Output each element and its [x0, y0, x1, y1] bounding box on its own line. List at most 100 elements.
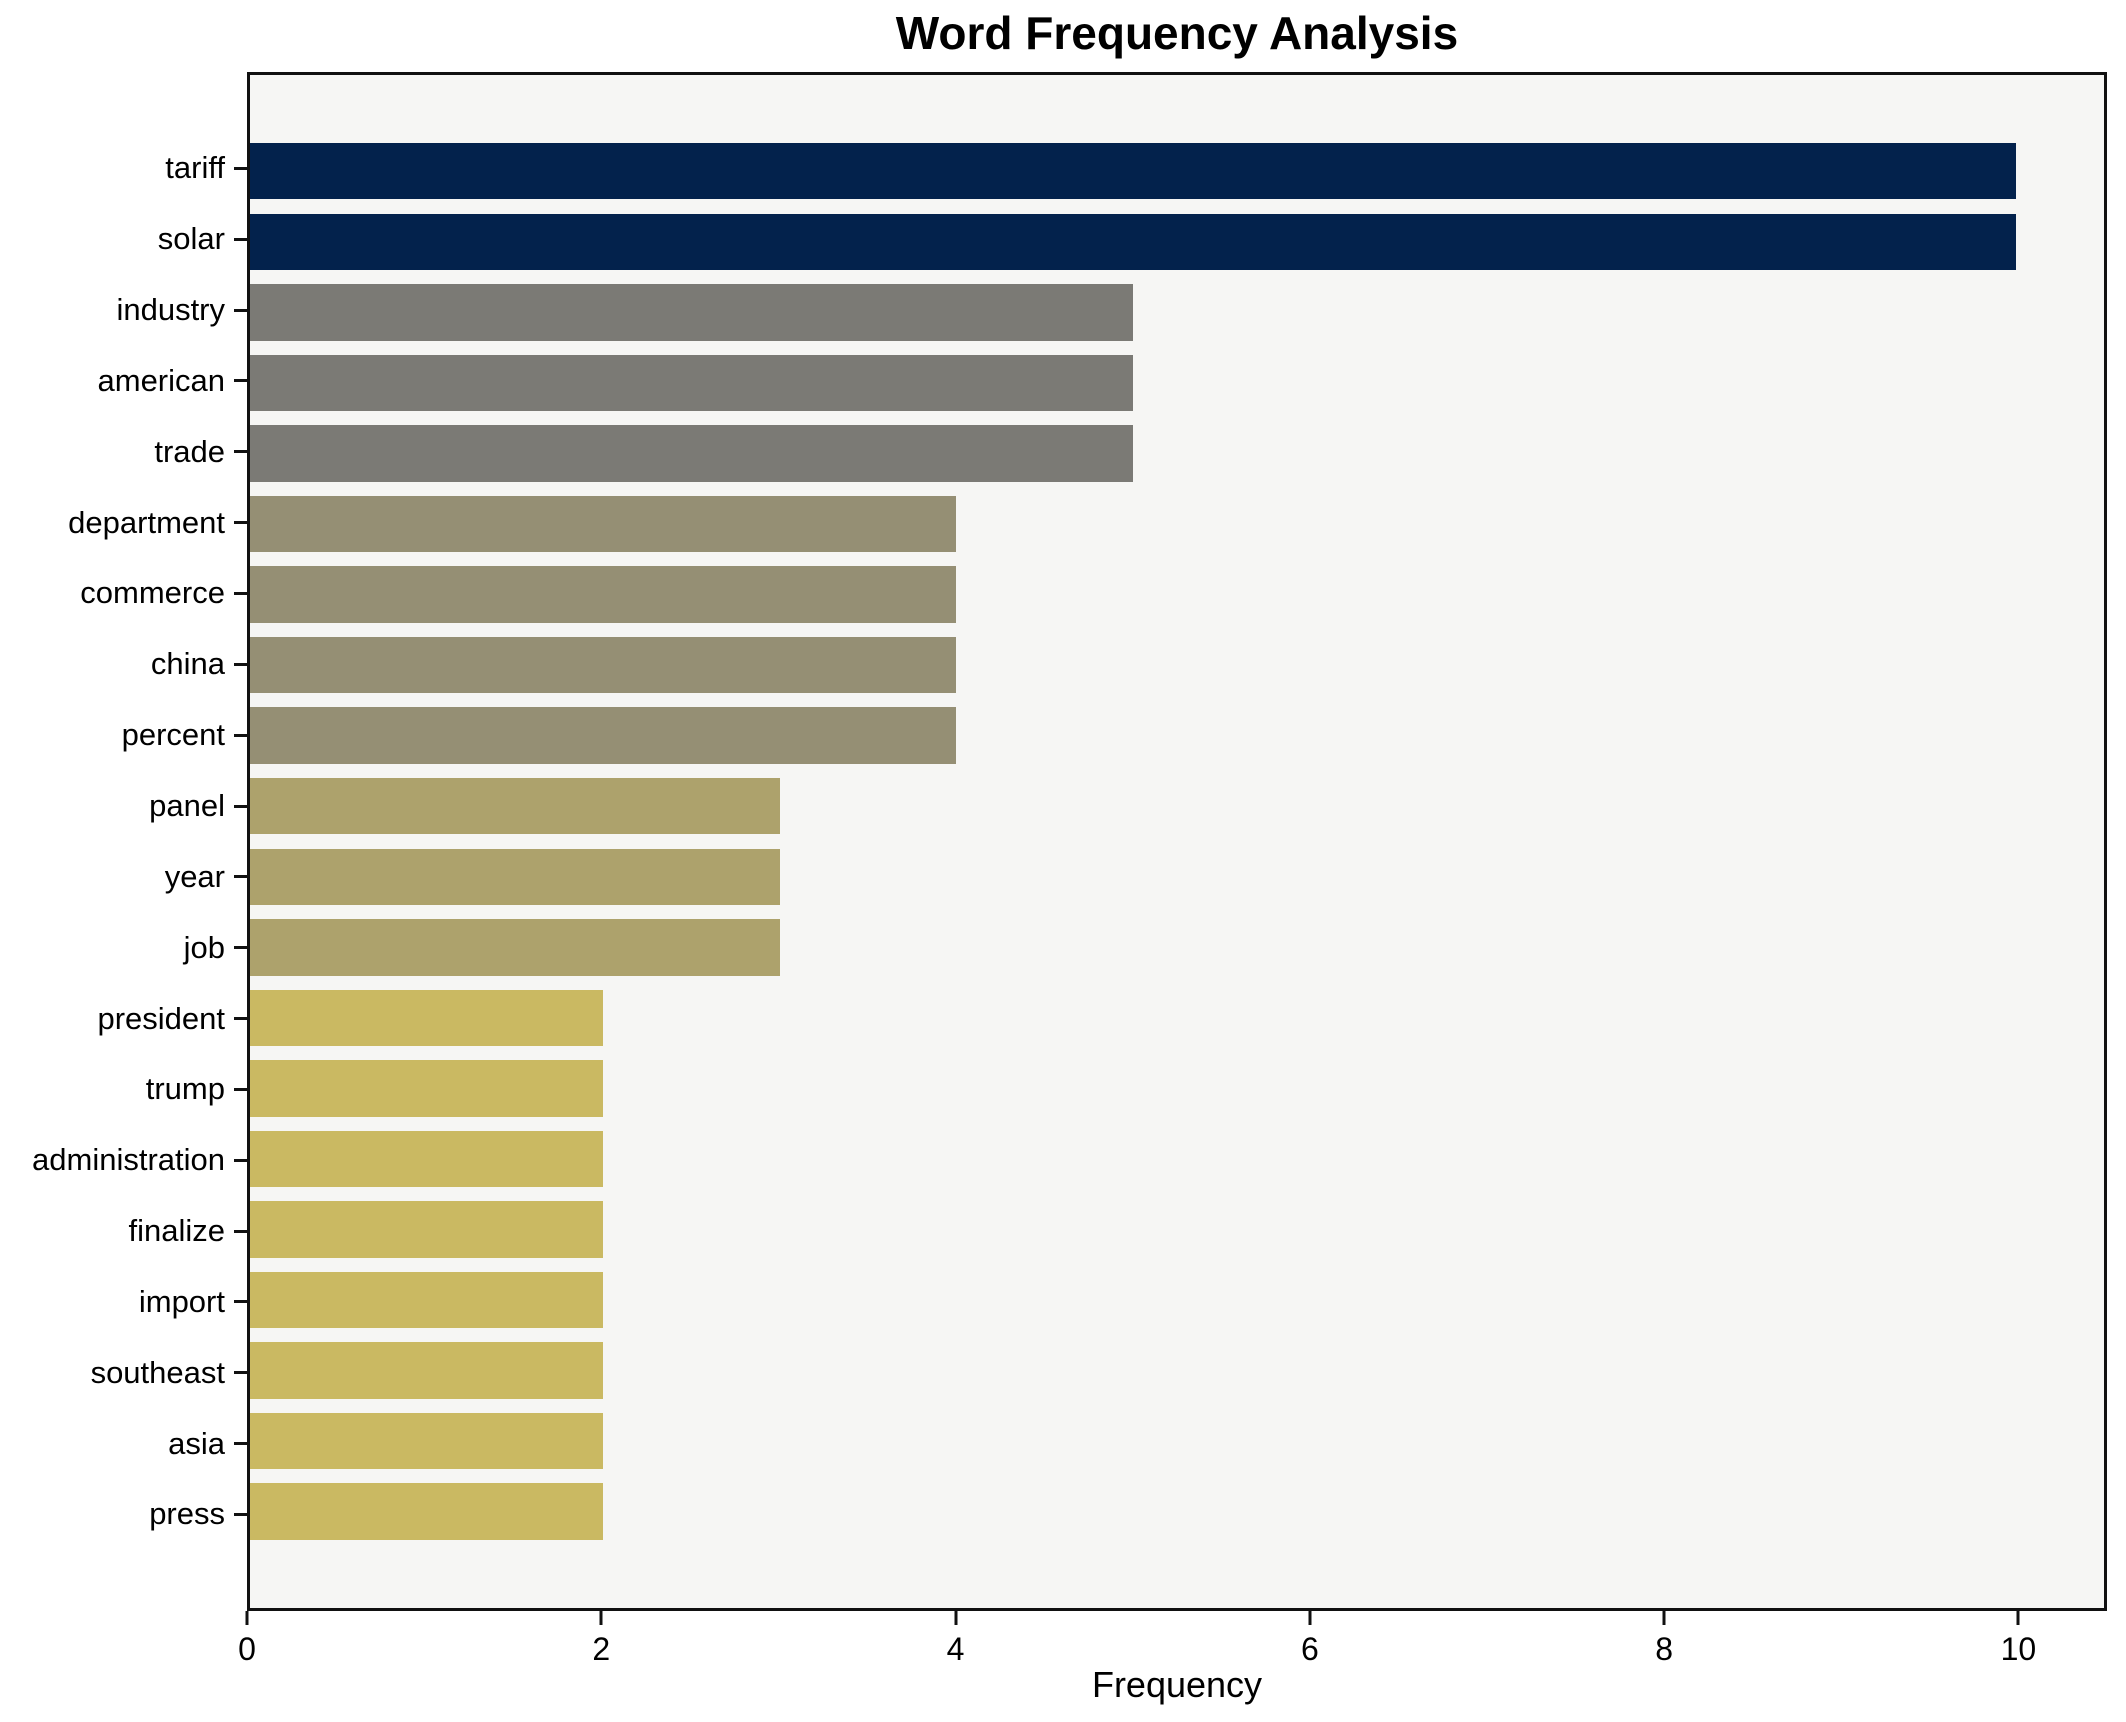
bar-china	[250, 636, 957, 694]
y-label-president: president	[97, 1000, 225, 1036]
bar-row-solar	[250, 207, 2104, 278]
y-label-row-china: china	[0, 629, 247, 700]
y-label-southeast: southeast	[90, 1354, 225, 1390]
y-label-row-panel: panel	[0, 771, 247, 842]
y-tick-mark	[234, 521, 247, 525]
y-tick-mark	[234, 804, 247, 808]
bar-row-american	[250, 348, 2104, 419]
bar-row-trade	[250, 418, 2104, 489]
y-tick-mark	[234, 450, 247, 454]
bar-year	[250, 848, 780, 905]
plot-area	[247, 72, 2107, 1611]
y-tick-mark	[234, 1442, 247, 1446]
bar-row-administration	[250, 1124, 2104, 1195]
x-tick-mark-4	[954, 1611, 958, 1625]
y-tick-mark	[234, 1512, 247, 1516]
y-label-trump: trump	[145, 1071, 225, 1107]
bar-row-year	[250, 841, 2104, 912]
y-tick-mark	[234, 308, 247, 312]
y-tick-mark	[234, 1017, 247, 1021]
y-label-job: job	[183, 929, 225, 965]
bar-row-panel	[250, 771, 2104, 842]
bar-row-southeast	[250, 1335, 2104, 1406]
bar-finalize	[250, 1201, 604, 1258]
y-label-row-administration: administration	[0, 1125, 247, 1196]
bar-row-tariff	[250, 136, 2104, 207]
y-label-row-import: import	[0, 1267, 247, 1338]
bar-row-trump	[250, 1053, 2104, 1124]
x-tick-mark-8	[1662, 1611, 1666, 1625]
y-label-row-commerce: commerce	[0, 558, 247, 629]
bar-row-department	[250, 489, 2104, 560]
y-tick-mark	[234, 733, 247, 737]
bar-row-industry	[250, 277, 2104, 348]
y-label-import: import	[138, 1283, 225, 1319]
x-tick-mark-10	[2016, 1611, 2020, 1625]
bar-president	[250, 989, 604, 1047]
x-tick-label-6: 6	[1300, 1631, 1319, 1667]
y-tick-mark	[234, 237, 247, 241]
y-label-row-year: year	[0, 841, 247, 912]
bar-row-job	[250, 912, 2104, 983]
bar-row-press	[250, 1476, 2104, 1547]
y-label-row-percent: percent	[0, 700, 247, 771]
y-tick-mark	[234, 662, 247, 666]
y-label-commerce: commerce	[80, 575, 225, 611]
bar-row-commerce	[250, 559, 2104, 630]
y-label-department: department	[68, 504, 225, 540]
y-label-press: press	[149, 1496, 225, 1532]
bar-press	[250, 1483, 604, 1540]
y-label-row-president: president	[0, 983, 247, 1054]
y-label-row-industry: industry	[0, 275, 247, 346]
y-label-row-job: job	[0, 912, 247, 983]
x-axis-label: Frequency	[1091, 1664, 1263, 1705]
bar-job	[250, 919, 780, 976]
bar-row-import	[250, 1265, 2104, 1336]
bar-trade	[250, 425, 1133, 482]
bar-administration	[250, 1130, 604, 1188]
bar-row-finalize	[250, 1194, 2104, 1265]
bar-solar	[250, 213, 2016, 271]
y-label-finalize: finalize	[128, 1213, 226, 1249]
y-tick-mark	[234, 1300, 247, 1304]
x-tick-label-8: 8	[1655, 1631, 1674, 1667]
y-tick-mark	[234, 1087, 247, 1091]
bar-asia	[250, 1412, 604, 1470]
y-label-percent: percent	[121, 717, 225, 753]
bar-tariff	[250, 143, 2016, 200]
y-label-row-trump: trump	[0, 1054, 247, 1125]
y-label-row-press: press	[0, 1479, 247, 1550]
bar-trump	[250, 1060, 604, 1117]
x-tick-mark-0	[245, 1611, 249, 1625]
y-label-panel: panel	[149, 788, 225, 824]
bar-department	[250, 495, 957, 553]
y-label-china: china	[150, 646, 225, 682]
y-tick-mark	[234, 1158, 247, 1162]
y-label-asia: asia	[168, 1425, 225, 1461]
bar-import	[250, 1271, 604, 1329]
y-tick-mark	[234, 946, 247, 950]
y-tick-mark	[234, 1229, 247, 1233]
bar-row-asia	[250, 1406, 2104, 1477]
x-tick-label-2: 2	[592, 1631, 611, 1667]
bar-percent	[250, 707, 957, 764]
x-tick-mark-6	[1308, 1611, 1312, 1625]
y-label-row-trade: trade	[0, 416, 247, 487]
y-tick-mark	[234, 166, 247, 170]
x-axis-ticks: 0 2 4 6 8 10	[238, 1611, 2107, 1681]
bar-american	[250, 354, 1133, 412]
bar-southeast	[250, 1342, 604, 1399]
bar-commerce	[250, 566, 957, 623]
y-axis-labels: tariff solar industry american trade departme…	[0, 133, 247, 1550]
y-label-row-american: american	[0, 346, 247, 417]
y-label-year: year	[164, 858, 225, 894]
y-tick-mark	[234, 591, 247, 595]
y-label-trade: trade	[154, 433, 225, 469]
bar-industry	[250, 284, 1133, 341]
x-tick-label-10: 10	[2000, 1631, 2037, 1667]
y-label-row-solar: solar	[0, 204, 247, 275]
y-label-industry: industry	[116, 292, 225, 328]
y-label-row-asia: asia	[0, 1408, 247, 1479]
y-tick-mark	[234, 379, 247, 383]
y-label-american: american	[97, 362, 226, 398]
